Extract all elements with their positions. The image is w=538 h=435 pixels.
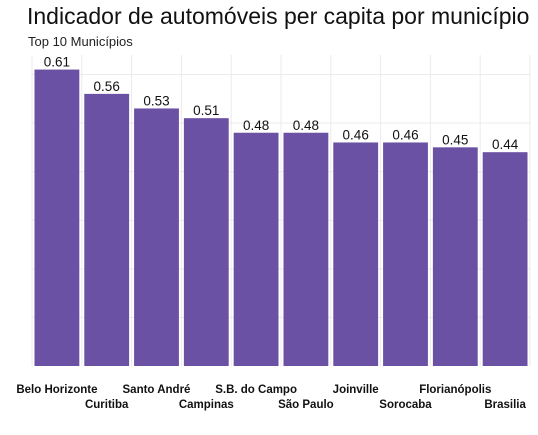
x-tick-label: S.B. do Campo	[215, 384, 297, 396]
bar-value-label: 0.46	[343, 127, 369, 142]
x-tick-label: Brasilia	[484, 399, 526, 411]
bar-value-label: 0.53	[143, 93, 169, 108]
value-labels: 0.61 0.56 0.53 0.51 0.48 0.48 0.46 0.46 0.45 0.44	[44, 55, 519, 153]
bar	[383, 142, 428, 366]
x-tick-label: Joinville	[333, 384, 379, 396]
bars	[34, 69, 528, 366]
x-tick-labels: Belo Horizonte Curitiba Santo André Campina…	[16, 384, 526, 411]
chart-subtitle: Top 10 Municípios	[28, 34, 133, 49]
bar	[134, 108, 179, 366]
bar	[84, 93, 130, 366]
bar-value-label: 0.44	[492, 137, 519, 152]
bar-value-label: 0.61	[44, 55, 70, 70]
x-tick-label: Campinas	[179, 399, 234, 411]
bar	[482, 152, 528, 366]
bar	[183, 118, 229, 366]
x-tick-label: Sorocaba	[379, 399, 432, 411]
x-tick-label: São Paulo	[278, 399, 334, 411]
bar-value-label: 0.46	[392, 127, 418, 142]
bar	[34, 69, 80, 366]
bar-value-label: 0.48	[293, 118, 319, 133]
bar-value-label: 0.51	[193, 103, 219, 118]
bar-value-label: 0.45	[442, 132, 468, 147]
bar	[333, 142, 379, 366]
bar	[432, 147, 478, 366]
x-tick-label: Curitiba	[85, 399, 129, 411]
bar-value-label: 0.48	[243, 118, 269, 133]
x-tick-label: Belo Horizonte	[16, 384, 97, 396]
x-tick-label: Florianópolis	[419, 384, 491, 396]
bar	[233, 132, 279, 366]
bar-value-label: 0.56	[94, 79, 120, 94]
x-tick-label: Santo André	[123, 384, 191, 396]
chart-title: Indicador de automóveis per capita por m…	[27, 3, 530, 29]
bar	[283, 132, 329, 366]
